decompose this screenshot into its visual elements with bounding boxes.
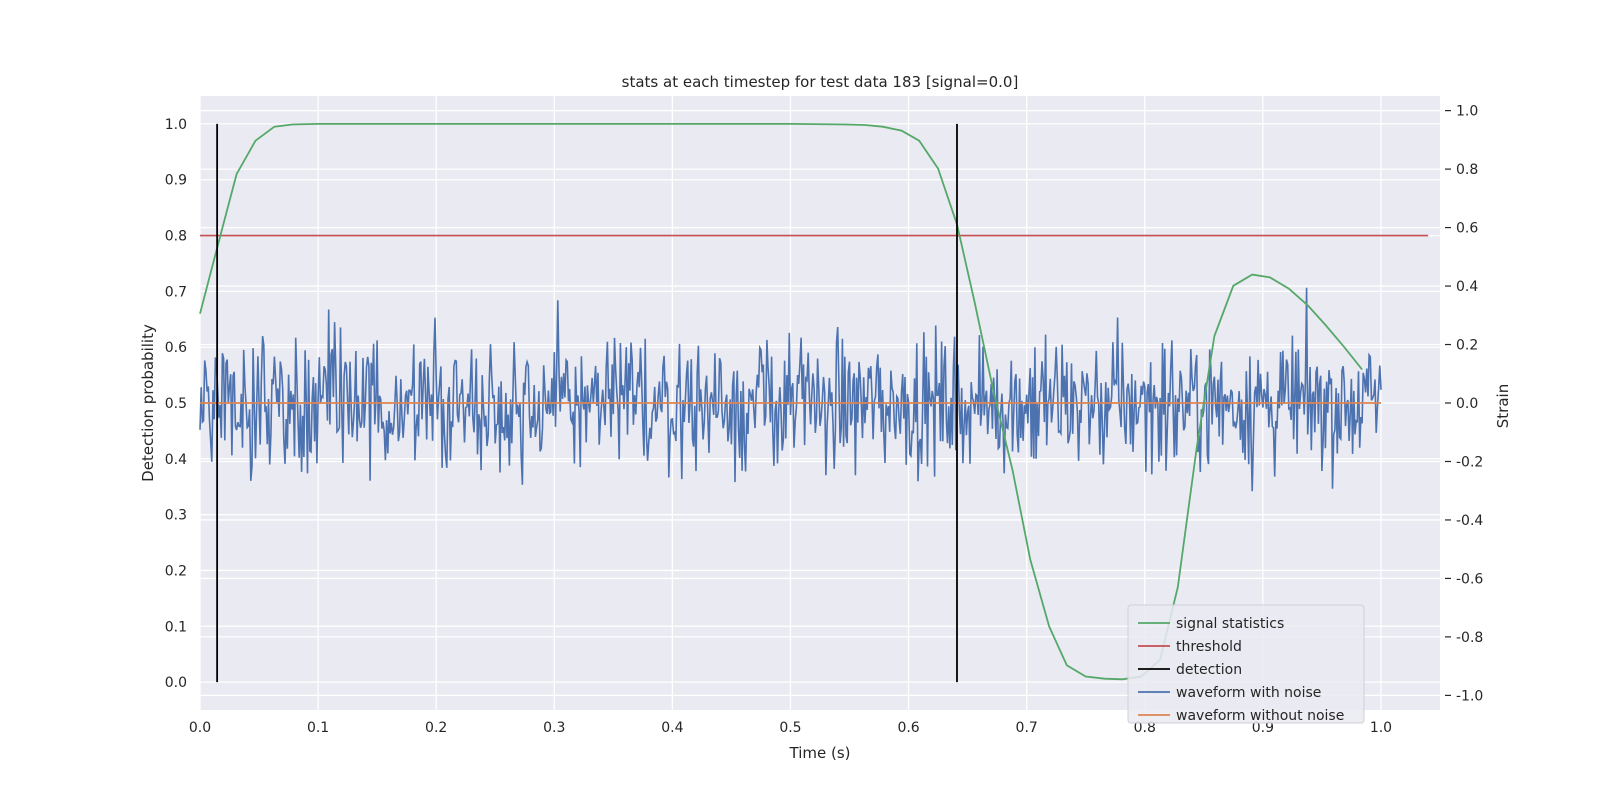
- y-tick-label-right: 1.0: [1456, 104, 1478, 120]
- legend-entry-label: detection: [1176, 662, 1242, 678]
- x-tick-label: 0.3: [543, 720, 565, 736]
- y-tick-label-right: 0.2: [1456, 338, 1478, 354]
- y-tick-label-right: 0.6: [1456, 221, 1478, 237]
- y-tick-label-left: 0.8: [165, 229, 187, 245]
- y-tick-label-right: -0.4: [1456, 513, 1483, 529]
- y-tick-label-right: 0.8: [1456, 162, 1478, 178]
- y-axis-label-left: Detection probability: [139, 324, 157, 482]
- series-layer: [199, 123, 1429, 683]
- y-tick-label-left: 0.5: [165, 396, 187, 412]
- y-tick-label-left: 0.1: [165, 619, 187, 635]
- legend-box: [1127, 604, 1365, 724]
- chart-title: stats at each timestep for test data 183…: [622, 73, 1019, 91]
- ticks-layer: 0.0 0.1 0.2 0.3 0.4 0.5 0.6 0.7 0.8 0.9 1.0 0.0 0.1 0…: [165, 104, 1484, 736]
- legend-entry-label: waveform without noise: [1176, 708, 1344, 724]
- legend: signal statistics threshold detection wavef…: [1127, 604, 1365, 724]
- y-tick-label-left: 0.2: [165, 563, 187, 579]
- series-signal-statistics: [199, 123, 1363, 681]
- x-tick-label: 0.5: [779, 720, 801, 736]
- y-tick-label-right: 0.0: [1456, 396, 1478, 412]
- y-tick-label-left: 1.0: [165, 117, 187, 133]
- series-waveform-with-noise: [199, 287, 1382, 492]
- x-tick-label: 0.8: [1134, 720, 1156, 736]
- y-tick-label-right: -0.6: [1456, 571, 1483, 587]
- y-tick-label-left: 0.9: [165, 173, 187, 189]
- legend-entry-label: threshold: [1176, 639, 1242, 655]
- x-tick-label: 0.4: [661, 720, 683, 736]
- y-tick-label-left: 0.7: [165, 284, 187, 300]
- x-tick-label: 0.2: [425, 720, 447, 736]
- y-tick-label-left: 0.6: [165, 340, 187, 356]
- x-tick-label: 0.0: [189, 720, 211, 736]
- y-tick-label-left: 0.0: [165, 675, 187, 691]
- y-axis-label-right: Strain: [1494, 384, 1512, 428]
- y-tick-label-right: -0.8: [1456, 630, 1483, 646]
- y-tick-label-right: -1.0: [1456, 688, 1483, 704]
- y-tick-label-right: 0.4: [1456, 279, 1478, 295]
- legend-entry-label: signal statistics: [1176, 616, 1284, 632]
- y-tick-label-left: 0.3: [165, 508, 187, 524]
- x-axis-label: Time (s): [789, 744, 851, 762]
- x-tick-label: 1.0: [1370, 720, 1392, 736]
- y-tick-label-left: 0.4: [165, 452, 187, 468]
- y-tick-label-right: -0.2: [1456, 454, 1483, 470]
- x-tick-label: 0.7: [1016, 720, 1038, 736]
- x-tick-label: 0.1: [307, 720, 329, 736]
- legend-entry-label: waveform with noise: [1176, 685, 1321, 701]
- x-tick-label: 0.6: [897, 720, 919, 736]
- x-tick-label: 0.9: [1252, 720, 1274, 736]
